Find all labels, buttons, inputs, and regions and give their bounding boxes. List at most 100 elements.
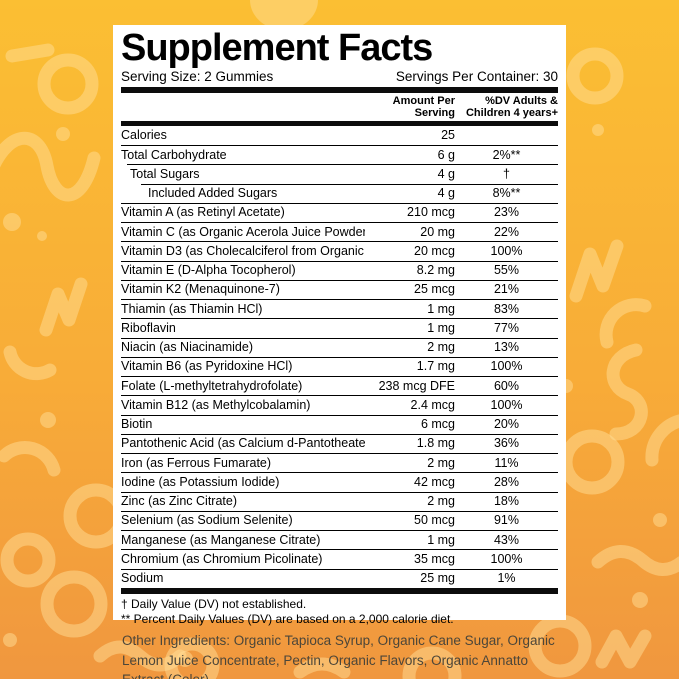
nutrient-name: Vitamin D3 (as Cholecalciferol from Orga… <box>121 243 365 258</box>
divider-thick-top <box>121 86 558 93</box>
nutrient-amount: 1 mg <box>427 301 455 316</box>
nutrient-name: Thiamin (as Thiamin HCl) <box>121 301 263 316</box>
nutrient-row: Iodine (as Potassium Iodide) 42 mcg 28% <box>121 472 558 491</box>
nutrient-row: Vitamin B6 (as Pyridoxine HCl) 1.7 mg 10… <box>121 356 558 376</box>
panel-title: Supplement Facts <box>121 27 433 69</box>
nutrient-name: Sodium <box>121 571 164 586</box>
nutrient-amount: 25 mcg <box>414 282 455 297</box>
nutrient-amount: 25 mg <box>420 571 455 586</box>
nutrient-row: Vitamin A (as Retinyl Acetate) 210 mcg 2… <box>121 202 558 222</box>
nutrient-dv: 11% <box>494 455 519 470</box>
nutrient-name: Biotin <box>121 417 153 432</box>
nutrient-name: Folate (L-methyltetrahydrofolate) <box>121 378 303 393</box>
nutrient-amount: 4 g <box>437 166 455 181</box>
nutrient-amount: 1.8 mg <box>416 436 455 451</box>
nutrient-row: Manganese (as Manganese Citrate) 1 mg 43… <box>121 530 558 549</box>
nutrient-row: Iron (as Ferrous Fumarate) 2 mg 11% <box>121 453 558 472</box>
nutrient-amount: 1 mg <box>427 320 455 335</box>
nutrient-row: Sodium 25 mg 1% <box>121 568 558 588</box>
supplement-facts-panel: Supplement Facts Serving Size: 2 Gummies… <box>113 25 566 626</box>
nutrient-row: Vitamin C (as Organic Acerola Juice Powd… <box>121 222 558 241</box>
nutrient-amount: 42 mcg <box>414 474 455 489</box>
nutrient-row: Vitamin E (D-Alpha Tocopherol) 8.2 mg 55… <box>121 260 558 280</box>
nutrient-dv: 1% <box>497 571 516 586</box>
footnote-percent-dv: ** Percent Daily Values (DV) are based o… <box>121 611 454 626</box>
nutrient-amount: 4 g <box>437 186 455 201</box>
nutrient-row: Vitamin D3 (as Cholecalciferol from Orga… <box>121 241 558 260</box>
serving-size-text: Serving Size: 2 Gummies <box>121 68 274 84</box>
column-header-dv: %DV Adults & Children 4 years+ <box>465 94 558 119</box>
nutrient-amount: 2 mg <box>427 455 455 470</box>
nutrient-name: Vitamin E (D-Alpha Tocopherol) <box>121 263 296 278</box>
divider-thick-bottom <box>121 587 558 594</box>
nutrient-name: Vitamin A (as Retinyl Acetate) <box>121 205 285 220</box>
nutrient-row: Vitamin K2 (Menaquinone-7) 25 mcg 21% <box>121 279 558 299</box>
nutrient-name: Vitamin B6 (as Pyridoxine HCl) <box>121 359 293 374</box>
nutrient-row: Folate (L-methyltetrahydrofolate) 238 mc… <box>121 376 558 395</box>
nutrient-name: Calories <box>121 128 167 143</box>
nutrient-row: Chromium (as Chromium Picolinate) 35 mcg… <box>121 549 558 568</box>
nutrient-row: Total Carbohydrate 6 g 2%** <box>121 145 558 164</box>
nutrient-amount: 2.4 mcg <box>410 397 455 412</box>
nutrient-row: Selenium (as Sodium Selenite) 50 mcg 91% <box>121 510 558 530</box>
nutrient-row: Riboflavin 1 mg 77% <box>121 318 558 337</box>
nutrient-dv: 100% <box>490 243 523 258</box>
nutrient-amount: 2 mg <box>427 340 455 355</box>
nutrient-row: Calories 25 <box>121 126 558 145</box>
nutrient-amount: 20 mcg <box>414 243 455 258</box>
nutrient-name: Selenium (as Sodium Selenite) <box>121 513 293 528</box>
nutrient-row: Thiamin (as Thiamin HCl) 1 mg 83% <box>121 299 558 318</box>
nutrient-name: Vitamin C (as Organic Acerola Juice Powd… <box>121 224 365 239</box>
footnote-dagger: † Daily Value (DV) not established. <box>121 596 307 611</box>
nutrient-dv: 83% <box>493 301 520 316</box>
nutrient-dv: 23% <box>493 205 520 220</box>
servings-per-container-text: Servings Per Container: 30 <box>395 68 558 84</box>
nutrient-name: Riboflavin <box>121 320 176 335</box>
nutrient-name: Iron (as Ferrous Fumarate) <box>121 455 272 470</box>
serving-info-row: Serving Size: 2 Gummies Servings Per Con… <box>121 69 558 87</box>
nutrient-row: Biotin 6 mcg 20% <box>121 414 558 434</box>
nutrient-amount: 8.2 mg <box>416 263 455 278</box>
nutrient-row: Vitamin B12 (as Methylcobalamin) 2.4 mcg… <box>121 395 558 414</box>
nutrient-row: Pantothenic Acid (as Calcium d-Pantothea… <box>121 433 558 453</box>
nutrient-dv: 8%** <box>492 186 521 201</box>
nutrient-name: Pantothenic Acid (as Calcium d-Pantothea… <box>121 436 365 451</box>
other-ingredients-text: Other Ingredients: Organic Tapioca Syrup… <box>122 633 555 679</box>
nutrient-dv: 100% <box>490 551 523 566</box>
nutrient-dv: 20% <box>493 417 520 432</box>
nutrient-amount: 1.7 mg <box>416 359 455 374</box>
nutrient-dv: 100% <box>490 397 523 412</box>
nutrient-dv: † <box>503 166 510 181</box>
nutrient-amount: 2 mg <box>427 494 455 509</box>
nutrient-amount: 6 g <box>437 147 455 162</box>
nutrient-dv: 55% <box>493 263 520 278</box>
nutrient-dv: 18% <box>493 494 520 509</box>
nutrient-dv: 60% <box>493 378 520 393</box>
nutrient-amount: 20 mg <box>420 224 455 239</box>
nutrient-amount: 50 mcg <box>414 513 455 528</box>
column-header-amount: Amount Per Serving <box>392 94 455 119</box>
nutrient-name: Chromium (as Chromium Picolinate) <box>121 551 323 566</box>
nutrient-amount: 1 mg <box>427 532 455 547</box>
nutrient-dv: 13% <box>493 340 520 355</box>
nutrient-amount: 210 mcg <box>407 205 455 220</box>
column-headers: Amount Per Serving %DV Adults & Children… <box>121 93 558 121</box>
nutrient-amount: 25 <box>441 128 455 143</box>
nutrient-amount: 238 mcg DFE <box>378 378 455 393</box>
nutrient-row: Included Added Sugars 4 g 8%** <box>121 183 558 203</box>
nutrient-dv: 91% <box>493 513 520 528</box>
nutrient-dv: 22% <box>493 224 520 239</box>
nutrient-amount: 35 mcg <box>414 551 455 566</box>
nutrient-name: Included Added Sugars <box>148 186 278 201</box>
nutrient-dv: 36% <box>493 436 520 451</box>
nutrient-dv: 43% <box>493 532 520 547</box>
nutrient-name: Total Sugars <box>130 166 200 181</box>
nutrient-dv: 21% <box>493 282 520 297</box>
nutrient-name: Zinc (as Zinc Citrate) <box>121 494 237 509</box>
nutrient-dv: 77% <box>493 320 520 335</box>
footnotes: † Daily Value (DV) not established. ** P… <box>121 594 558 627</box>
nutrient-name: Iodine (as Potassium Iodide) <box>121 474 280 489</box>
nutrient-name: Vitamin B12 (as Methylcobalamin) <box>121 397 311 412</box>
nutrient-name: Total Carbohydrate <box>121 147 227 162</box>
